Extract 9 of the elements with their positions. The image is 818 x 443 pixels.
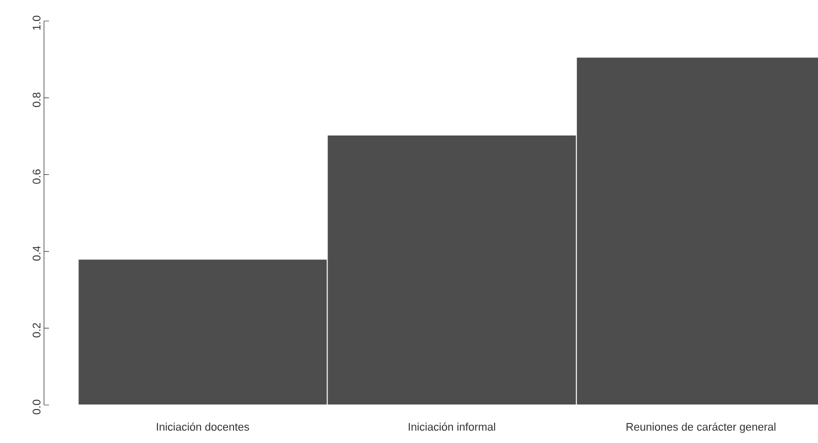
y-tick-label: 1.0 bbox=[32, 16, 40, 30]
y-tick-label: 0.6 bbox=[32, 169, 40, 184]
x-tick-label: Iniciación informal bbox=[408, 422, 496, 431]
x-tick-label: Iniciación docentes bbox=[156, 422, 250, 431]
y-tick-label: 0.2 bbox=[32, 323, 40, 338]
y-tick-label: 0.0 bbox=[32, 400, 40, 414]
y-tick-label: 0.8 bbox=[32, 92, 40, 108]
x-tick-label: Reuniones de carácter general bbox=[626, 422, 776, 433]
y-tick-label: 0.4 bbox=[32, 246, 40, 261]
